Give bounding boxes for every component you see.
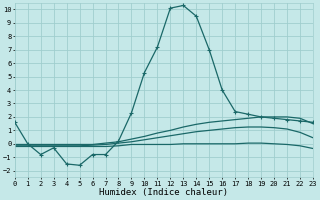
X-axis label: Humidex (Indice chaleur): Humidex (Indice chaleur) (100, 188, 228, 197)
